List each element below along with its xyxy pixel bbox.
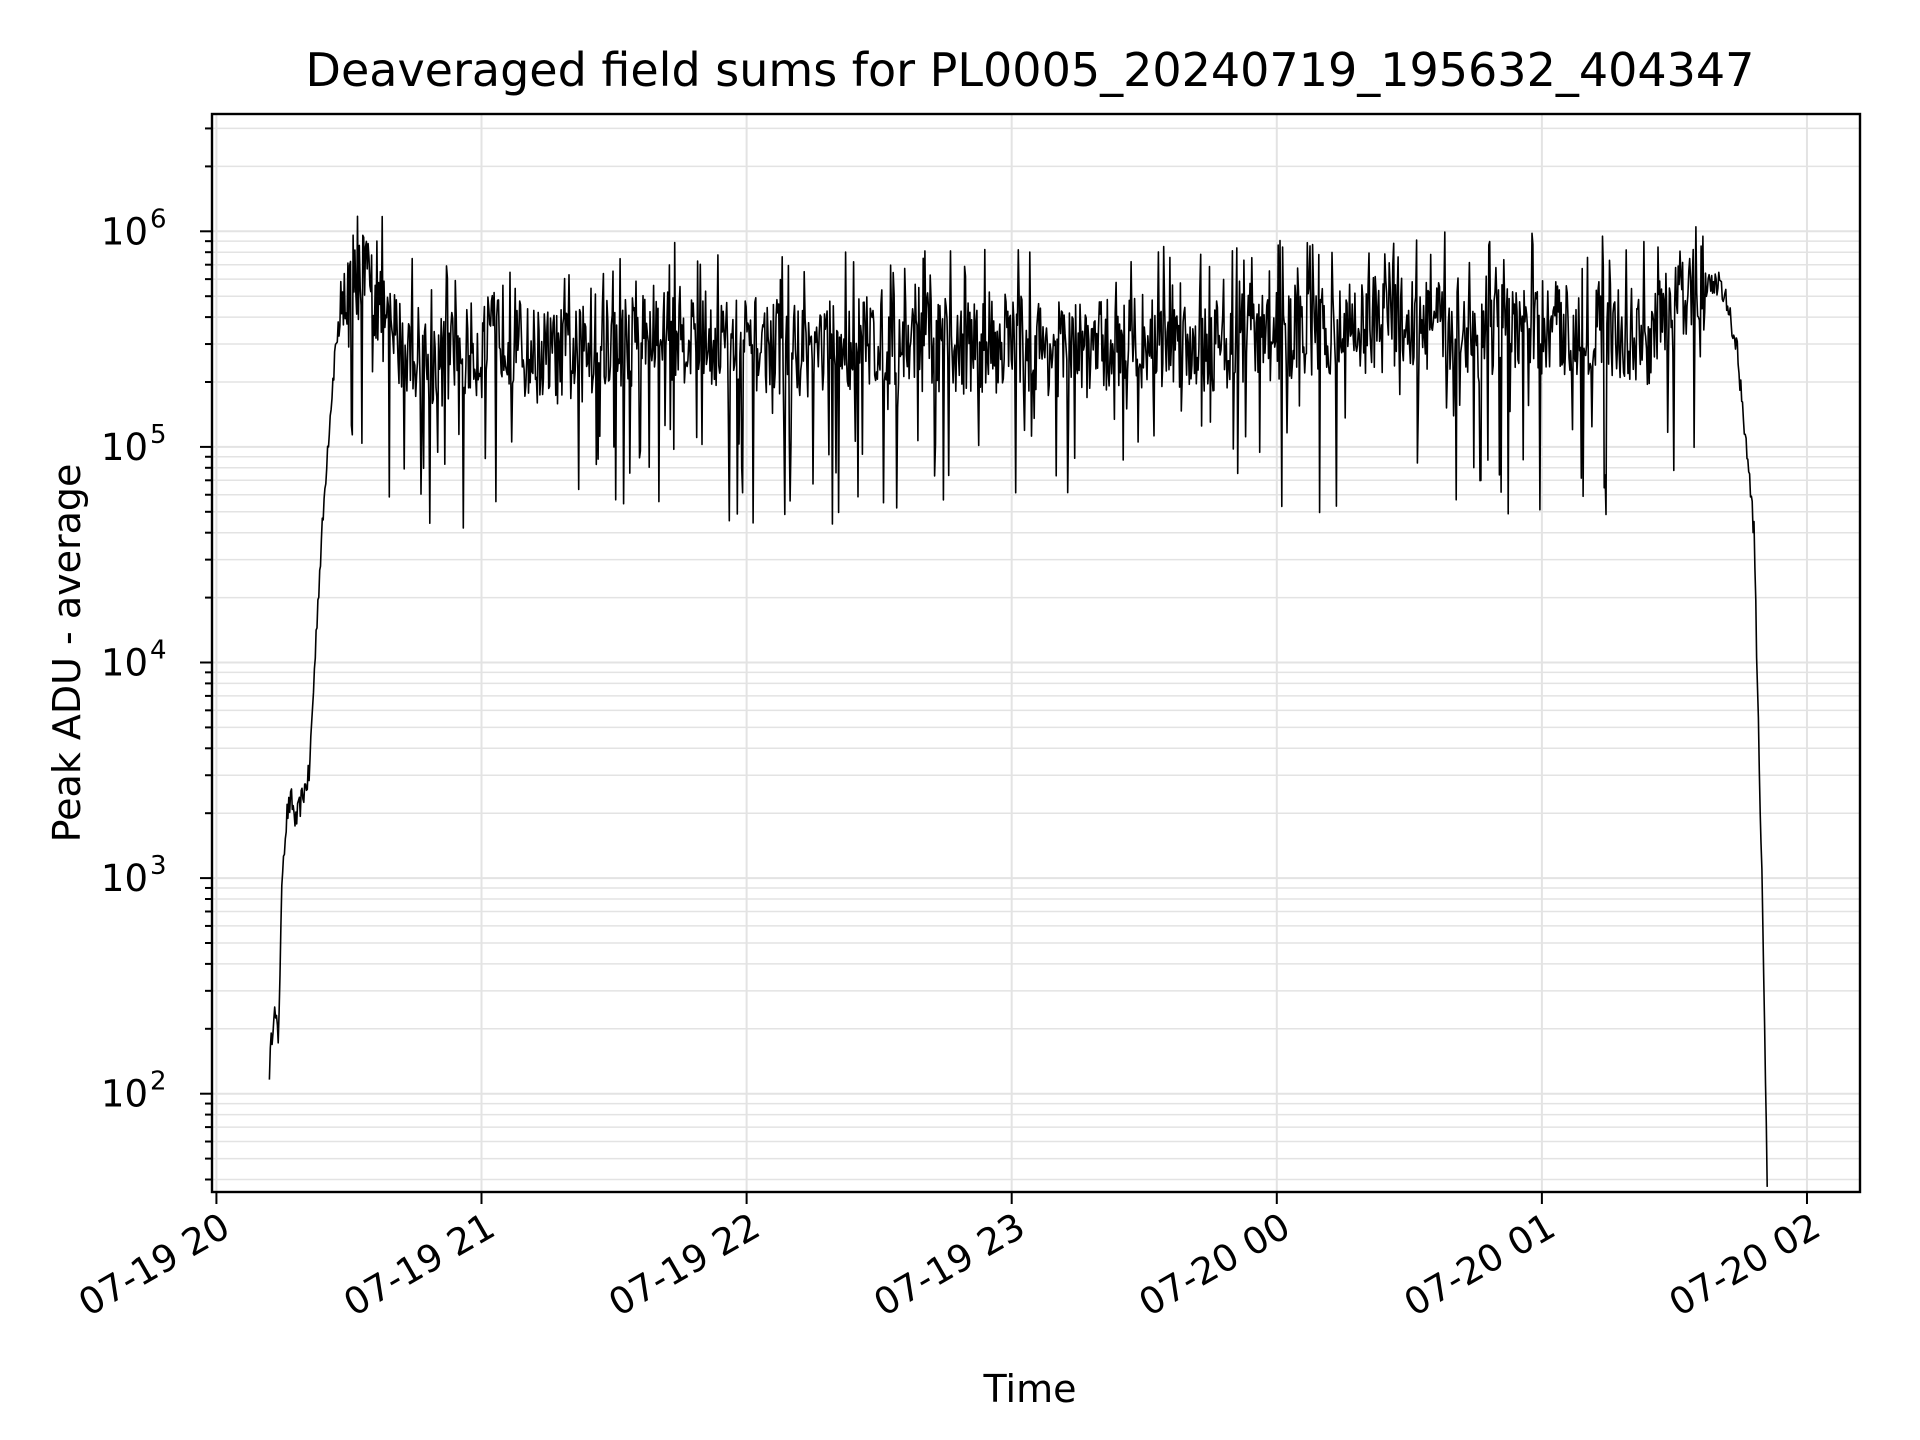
y-tick-label: 10 — [101, 1073, 148, 1116]
y-tick-label-exponent: 2 — [150, 1067, 167, 1097]
y-tick-label: 10 — [101, 857, 148, 900]
y-tick-label: 10 — [101, 426, 148, 469]
y-tick-label-exponent: 5 — [150, 420, 167, 450]
y-tick-label-exponent: 3 — [150, 851, 167, 881]
grid — [212, 114, 1860, 1192]
y-tick-label-exponent: 6 — [150, 204, 167, 234]
series-line — [268, 215, 1768, 1187]
y-tick-label: 10 — [101, 642, 148, 685]
series-group — [268, 215, 1768, 1187]
y-tick-label: 10 — [101, 210, 148, 253]
chart-title: Deaveraged field sums for PL0005_2024071… — [306, 43, 1755, 97]
y-tick-label-exponent: 4 — [150, 636, 167, 666]
x-axis-label: Time — [983, 1367, 1077, 1411]
plot-frame — [210, 112, 1862, 1194]
y-axis-label: Peak ADU - average — [45, 464, 89, 843]
